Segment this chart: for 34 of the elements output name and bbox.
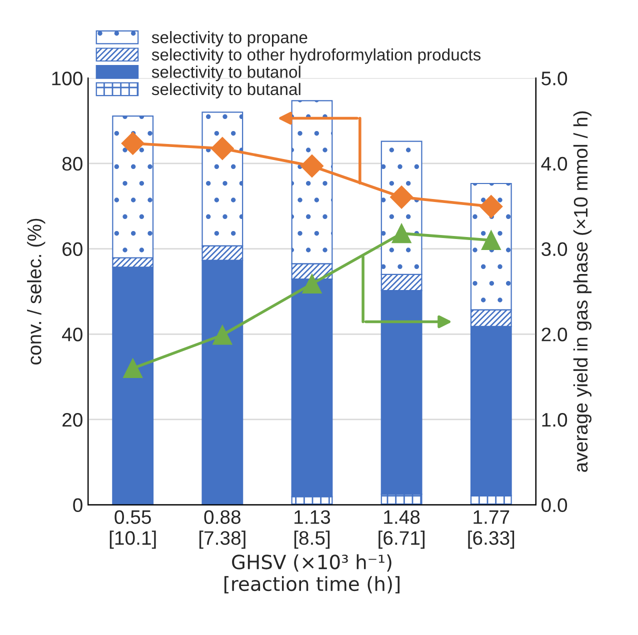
legend-label: selectivity to butanal <box>152 82 300 98</box>
legend-label: selectivity to other hydroformylation products <box>152 48 481 64</box>
y-tick-label: 80 <box>62 156 82 171</box>
y2-tick-label: 3.0 <box>542 242 568 256</box>
x-tick-label: 0.55 [10.1] <box>110 510 156 549</box>
y2-tick-label: 0.0 <box>542 498 568 512</box>
point <box>212 325 232 345</box>
y-axis-title: conv. / selec. (%) <box>27 218 46 364</box>
point <box>392 224 412 244</box>
x-tick-label: 0.88 [7.38] <box>199 510 246 549</box>
y2-tick-label: 1.0 <box>542 412 568 427</box>
point <box>390 186 414 209</box>
point <box>210 137 234 160</box>
legend-label: selectivity to butanol <box>152 66 300 82</box>
y-tick-label: 20 <box>62 412 82 427</box>
y2-tick-label: 2.0 <box>542 328 568 342</box>
point <box>123 358 143 378</box>
x-axis-title: GHSV (×10³ h⁻¹) [reaction time (h)] <box>224 554 400 594</box>
y-tick-label: 0 <box>73 498 82 512</box>
point <box>481 230 501 250</box>
x-tick-label: 1.48 [6.71] <box>378 510 424 549</box>
point <box>302 274 322 294</box>
point <box>480 195 503 218</box>
point <box>121 132 144 155</box>
x-tick-label: 1.77 [6.33] <box>468 510 514 549</box>
x-tick-label: 1.13 [8.5] <box>294 510 330 549</box>
y2-axis-title: average yield in gas phase (×10 mmol / h) <box>573 111 592 472</box>
y2-tick-label: 4.0 <box>541 156 568 171</box>
y-tick-label: 100 <box>52 72 82 86</box>
point <box>300 154 324 178</box>
y-tick-label: 40 <box>62 328 82 342</box>
y-tick-label: 60 <box>62 242 82 256</box>
y2-tick-label: 5.0 <box>542 72 568 86</box>
legend-label: selectivity to propane <box>152 31 308 47</box>
